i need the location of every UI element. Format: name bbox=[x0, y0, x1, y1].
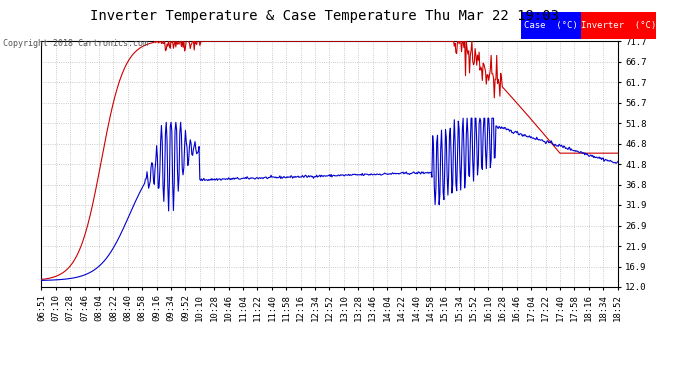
Text: Case  (°C): Case (°C) bbox=[524, 21, 578, 30]
Text: Inverter  (°C): Inverter (°C) bbox=[580, 21, 656, 30]
Text: Inverter Temperature & Case Temperature Thu Mar 22 19:03: Inverter Temperature & Case Temperature … bbox=[90, 9, 559, 23]
Text: Copyright 2018 Cartronics.com: Copyright 2018 Cartronics.com bbox=[3, 39, 148, 48]
